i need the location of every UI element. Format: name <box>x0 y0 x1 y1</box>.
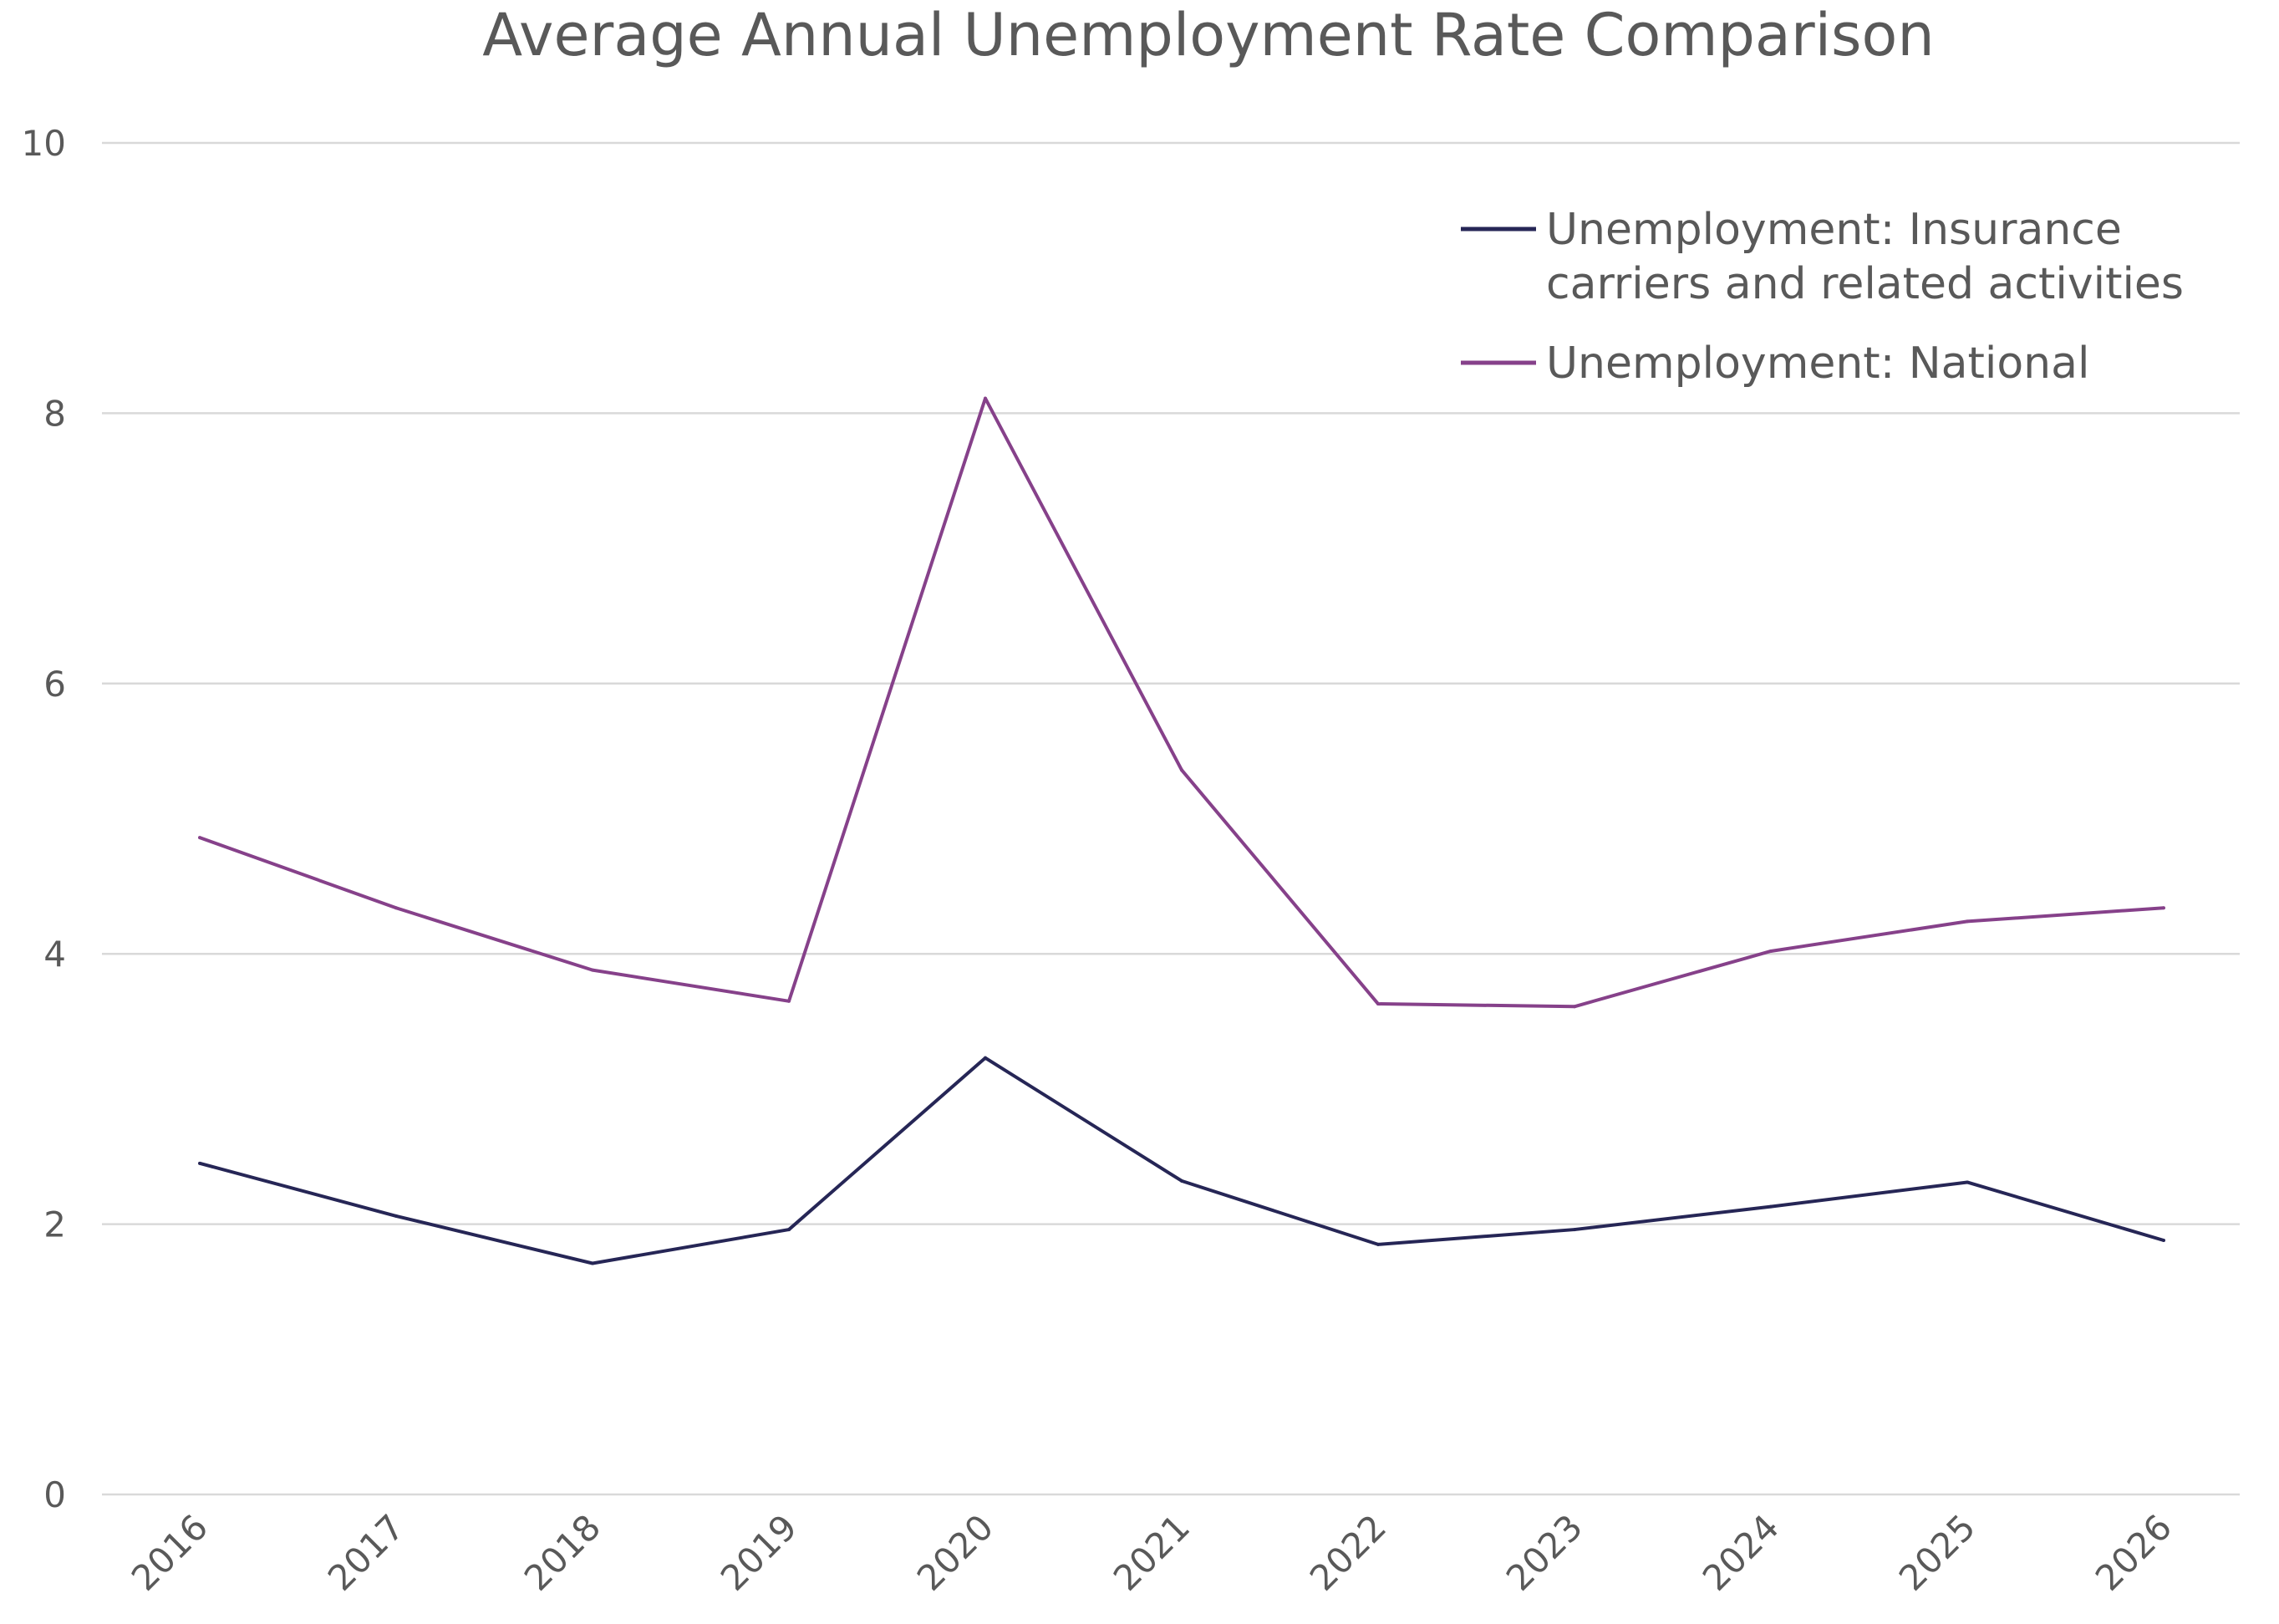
data-point <box>1966 1180 1969 1184</box>
y-tick-label: 0 <box>43 1474 66 1515</box>
data-point <box>198 836 201 840</box>
data-point <box>1769 1204 1773 1209</box>
data-point <box>787 999 791 1003</box>
legend-label: Unemployment: Insurance <box>1546 205 2122 255</box>
data-point <box>198 1161 201 1165</box>
y-tick-label: 10 <box>22 123 66 164</box>
data-point <box>2162 906 2165 910</box>
data-point <box>1573 1228 1576 1232</box>
data-point <box>591 1261 594 1265</box>
x-tick-label: 2022 <box>1302 1506 1394 1598</box>
data-point <box>1180 1179 1183 1183</box>
data-point <box>984 1056 987 1060</box>
legend-label: carriers and related activities <box>1546 259 2184 309</box>
x-tick-label: 2024 <box>1695 1506 1787 1598</box>
x-tick-label: 2025 <box>1891 1506 1983 1598</box>
data-point <box>787 1228 791 1232</box>
y-tick-label: 8 <box>43 393 66 434</box>
y-tick-label: 6 <box>43 664 66 705</box>
y-tick-label: 2 <box>43 1204 66 1245</box>
x-tick-label: 2017 <box>320 1506 412 1598</box>
data-point <box>591 968 594 972</box>
x-tick-label: 2020 <box>909 1506 1001 1598</box>
data-point <box>1573 1005 1576 1009</box>
data-point <box>1769 949 1773 953</box>
data-point <box>394 906 398 910</box>
series-line-0 <box>199 1056 2165 1265</box>
data-point <box>984 396 987 400</box>
data-point <box>1376 1002 1380 1006</box>
data-point <box>1966 919 1969 924</box>
legend-label: Unemployment: National <box>1546 339 2089 389</box>
series-line-1 <box>199 396 2165 1009</box>
chart-title: Average Annual Unemployment Rate Compari… <box>482 1 1934 69</box>
data-point <box>1376 1242 1380 1246</box>
x-tick-label: 2018 <box>516 1506 608 1598</box>
x-tick-label: 2019 <box>713 1506 805 1598</box>
y-tick-label: 4 <box>43 934 66 975</box>
data-point <box>2162 1239 2165 1243</box>
data-point <box>394 1214 398 1218</box>
x-tick-label: 2016 <box>124 1506 216 1598</box>
x-tick-label: 2023 <box>1498 1506 1590 1598</box>
x-tick-label: 2021 <box>1106 1506 1198 1598</box>
x-tick-label: 2026 <box>2088 1506 2180 1598</box>
data-point <box>1180 768 1183 772</box>
